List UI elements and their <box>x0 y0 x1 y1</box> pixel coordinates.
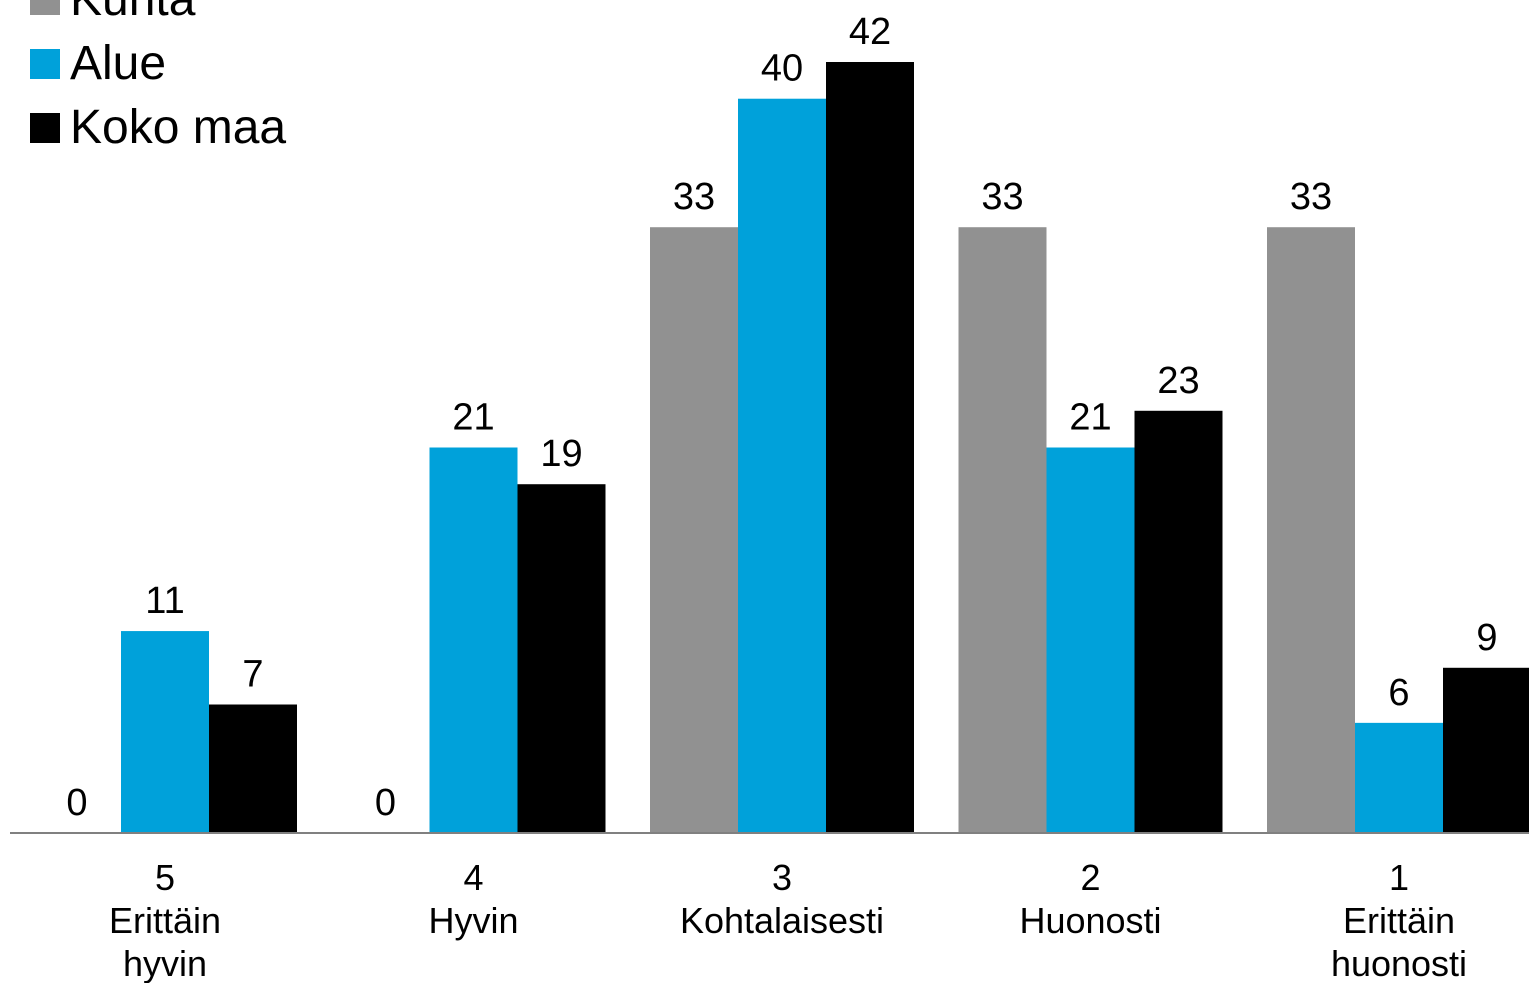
category-label-0-1: Erittäin <box>109 900 221 941</box>
legend-swatch-alue <box>30 49 60 79</box>
category-label-1-0: 4 <box>463 857 483 898</box>
data-label-alue-2: 40 <box>761 48 803 90</box>
bar-kunta-3 <box>958 227 1047 833</box>
bar-koko-maa-0 <box>209 704 297 833</box>
data-label-kunta-0: 0 <box>66 782 87 824</box>
data-label-koko-maa-0: 7 <box>242 654 263 696</box>
bar-alue-2 <box>738 98 826 833</box>
data-label-kunta-3: 33 <box>981 176 1023 218</box>
legend-swatch-koko-maa <box>30 113 60 143</box>
category-label-2-0: 3 <box>772 857 792 898</box>
legend-item-kunta: Kunta <box>30 0 286 32</box>
category-label-1-1: Hyvin <box>428 900 518 941</box>
legend: Kunta Alue Koko maa <box>30 0 286 160</box>
bar-alue-1 <box>429 447 518 833</box>
category-label-4-0: 1 <box>1389 857 1409 898</box>
category-label-0-2: hyvin <box>123 943 207 983</box>
data-label-alue-3: 21 <box>1069 397 1111 439</box>
data-label-koko-maa-4: 9 <box>1476 617 1497 659</box>
legend-item-alue: Alue <box>30 32 286 96</box>
data-label-kunta-2: 33 <box>673 176 715 218</box>
data-label-alue-0: 11 <box>145 580 184 622</box>
legend-label-alue: Alue <box>70 37 167 90</box>
bar-alue-0 <box>121 631 209 833</box>
category-label-0-0: 5 <box>155 857 175 898</box>
bar-alue-3 <box>1046 447 1135 833</box>
bar-koko-maa-4 <box>1443 667 1529 833</box>
data-label-koko-maa-3: 23 <box>1157 360 1199 402</box>
data-label-kunta-4: 33 <box>1290 176 1332 218</box>
data-label-alue-1: 21 <box>452 397 494 439</box>
legend-label-koko-maa: Koko maa <box>70 101 287 154</box>
bar-koko-maa-1 <box>517 484 606 833</box>
legend-swatch-kunta <box>30 0 60 15</box>
bar-kunta-2 <box>650 227 738 833</box>
category-label-4-2: huonosti <box>1331 943 1467 983</box>
bar-koko-maa-2 <box>826 62 914 833</box>
category-label-3-1: Huonosti <box>1019 900 1161 941</box>
bar-alue-4 <box>1355 722 1443 833</box>
bar-kunta-4 <box>1267 227 1355 833</box>
category-label-4-1: Erittäin <box>1343 900 1455 941</box>
category-label-3-0: 2 <box>1080 857 1100 898</box>
data-label-koko-maa-2: 42 <box>849 11 891 53</box>
category-label-2-1: Kohtalaisesti <box>680 900 884 941</box>
data-label-kunta-1: 0 <box>375 782 396 824</box>
legend-item-koko-maa: Koko maa <box>30 96 286 160</box>
data-label-alue-4: 6 <box>1388 672 1409 714</box>
bar-koko-maa-3 <box>1134 410 1223 833</box>
legend-label-kunta: Kunta <box>70 0 195 24</box>
data-label-koko-maa-1: 19 <box>540 433 582 475</box>
